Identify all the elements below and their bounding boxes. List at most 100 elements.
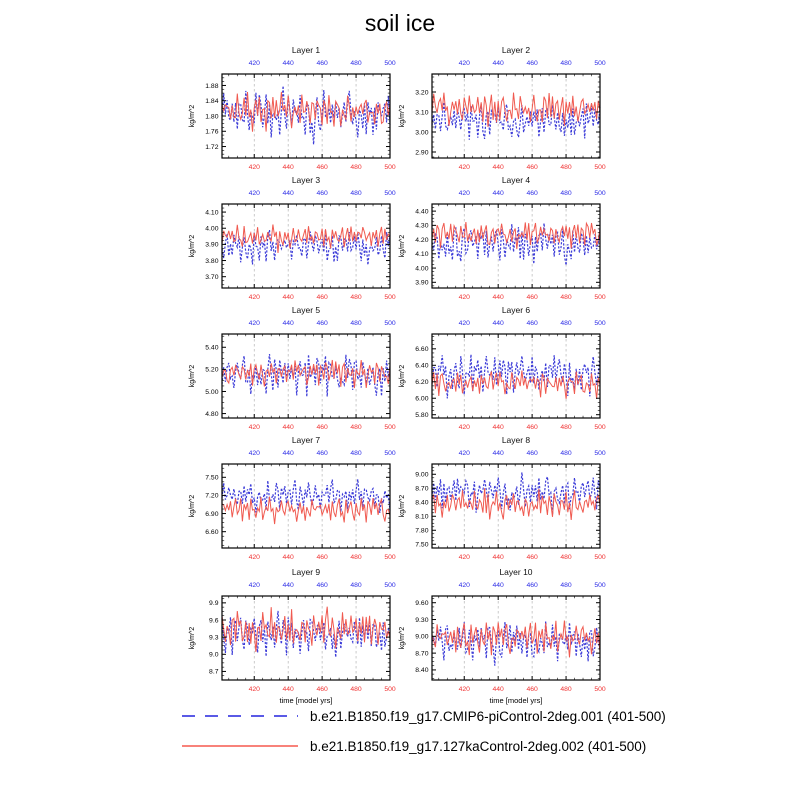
subplot-title: Layer 5: [292, 305, 321, 315]
x-tick-label-bottom: 440: [283, 686, 295, 693]
x-tick-label-top: 440: [493, 450, 505, 457]
subplot-layer-2: Layer 2 420 420 440 440 460 460 480 480 500 500 2.9…: [399, 45, 606, 171]
series-line-piControl: [431, 354, 601, 399]
y-tick-label: 3.00: [415, 129, 428, 136]
legend-label-picontrol: b.e21.B1850.f19_g17.CMIP6-piControl-2deg…: [310, 708, 666, 724]
y-tick-label: 7.80: [415, 528, 428, 535]
subplot-layer-6: Layer 6 420 420 440 440 460 460 480 480 500 500 5.8…: [399, 305, 606, 431]
y-tick-label: 4.30: [415, 223, 428, 230]
x-tick-label-bottom: 500: [384, 686, 396, 693]
y-axis-label: kg/m^2: [189, 365, 196, 387]
y-tick-label: 9.30: [415, 617, 428, 624]
x-tick-label-bottom: 500: [384, 294, 396, 301]
series-line-piControl: [431, 472, 601, 515]
subplot-layer-3: Layer 3 420 420 440 440 460 460 480 480 500 500 3.7…: [189, 175, 396, 301]
y-axis-label: kg/m^2: [399, 235, 406, 257]
x-tick-label-top: 500: [594, 450, 606, 457]
legend-label-127kacontrol: b.e21.B1850.f19_g17.127kaControl-2deg.00…: [310, 738, 647, 754]
x-tick-label-top: 460: [316, 60, 328, 67]
x-tick-label-bottom: 460: [526, 686, 538, 693]
y-tick-label: 4.00: [415, 265, 428, 272]
y-tick-label: 3.20: [415, 89, 428, 96]
legend-entry-127kacontrol: b.e21.B1850.f19_g17.127kaControl-2deg.00…: [182, 731, 666, 761]
subplot-title: Layer 1: [292, 45, 321, 55]
x-tick-label-bottom: 460: [316, 294, 328, 301]
x-tick-label-bottom: 440: [283, 294, 295, 301]
x-tick-label-bottom: 480: [350, 686, 362, 693]
x-tick-label-top: 440: [283, 190, 295, 197]
subplot-title: Layer 2: [502, 45, 531, 55]
subplot-layer-4: Layer 4 420 420 440 440 460 460 480 480 500 500 3.9…: [399, 175, 606, 301]
series-line-127kaControl: [221, 91, 391, 132]
subplot-title: Layer 3: [292, 175, 321, 185]
x-tick-label-top: 460: [526, 582, 538, 589]
y-tick-label: 1.88: [205, 83, 218, 90]
y-axis-label: kg/m^2: [399, 105, 406, 127]
subplot-title: Layer 8: [502, 435, 531, 445]
y-tick-label: 9.3: [209, 634, 219, 641]
x-tick-label-top: 440: [493, 320, 505, 327]
x-tick-label-top: 420: [249, 320, 261, 327]
x-tick-label-bottom: 500: [384, 164, 396, 171]
x-tick-label-bottom: 440: [493, 164, 505, 171]
y-tick-label: 3.90: [205, 242, 218, 249]
series-line-127kaControl: [221, 496, 391, 525]
x-tick-label-top: 500: [384, 60, 396, 67]
series-line-127kaControl: [431, 620, 601, 658]
y-tick-label: 4.10: [205, 209, 218, 216]
x-tick-label-bottom: 460: [316, 686, 328, 693]
y-tick-label: 1.72: [205, 144, 218, 151]
series-line-127kaControl: [221, 224, 391, 254]
y-tick-label: 3.70: [205, 274, 218, 281]
subplot-layer-7: Layer 7 420 420 440 440 460 460 480 480 500 500 6.6…: [189, 435, 396, 561]
x-tick-label-top: 480: [350, 582, 362, 589]
series-line-127kaControl: [431, 370, 601, 399]
x-tick-label-bottom: 460: [316, 424, 328, 431]
x-tick-label-top: 440: [283, 320, 295, 327]
y-tick-label: 7.50: [415, 542, 428, 549]
x-tick-label-bottom: 460: [526, 294, 538, 301]
legend-dashed-line-icon: [182, 715, 298, 717]
x-tick-label-top: 460: [526, 190, 538, 197]
y-tick-label: 6.20: [415, 379, 428, 386]
series-line-127kaControl: [221, 606, 391, 652]
y-tick-label: 2.90: [415, 149, 428, 156]
x-tick-label-top: 460: [316, 320, 328, 327]
x-tick-label-top: 420: [459, 190, 471, 197]
y-tick-label: 9.6: [209, 617, 219, 624]
x-tick-label-top: 480: [560, 190, 572, 197]
x-tick-label-top: 500: [594, 60, 606, 67]
legend-entry-picontrol: b.e21.B1850.f19_g17.CMIP6-piControl-2deg…: [182, 701, 666, 731]
y-axis-label: kg/m^2: [189, 105, 196, 127]
y-tick-label: 4.80: [205, 411, 218, 418]
x-tick-label-bottom: 480: [560, 686, 572, 693]
x-tick-label-bottom: 420: [459, 294, 471, 301]
x-tick-label-bottom: 460: [316, 554, 328, 561]
subplot-layer-8: Layer 8 420 420 440 440 460 460 480 480 500 500 7.5…: [399, 435, 606, 561]
chart-title: soil ice: [364, 10, 436, 36]
y-tick-label: 6.90: [205, 511, 218, 518]
y-tick-label: 6.60: [205, 529, 218, 536]
subplot-title: Layer 9: [292, 567, 321, 577]
y-tick-label: 9.00: [415, 634, 428, 641]
x-tick-label-top: 500: [384, 582, 396, 589]
y-tick-label: 6.60: [415, 346, 428, 353]
x-tick-label-bottom: 420: [249, 424, 261, 431]
x-tick-label-bottom: 440: [493, 686, 505, 693]
x-tick-label-bottom: 440: [493, 424, 505, 431]
x-tick-label-top: 420: [249, 450, 261, 457]
series-line-piControl: [221, 229, 391, 265]
x-tick-label-bottom: 500: [594, 424, 606, 431]
x-tick-label-top: 420: [459, 582, 471, 589]
x-axis-label: time [model yrs]: [490, 696, 543, 705]
x-tick-label-bottom: 460: [526, 424, 538, 431]
x-axis-label: time [model yrs]: [280, 696, 333, 705]
x-tick-label-bottom: 440: [493, 294, 505, 301]
y-tick-label: 4.20: [415, 237, 428, 244]
x-tick-label-bottom: 420: [459, 686, 471, 693]
x-tick-label-bottom: 420: [249, 554, 261, 561]
x-tick-label-top: 480: [350, 450, 362, 457]
x-tick-label-bottom: 460: [526, 164, 538, 171]
y-tick-label: 8.7: [209, 669, 219, 676]
x-tick-label-top: 500: [384, 450, 396, 457]
